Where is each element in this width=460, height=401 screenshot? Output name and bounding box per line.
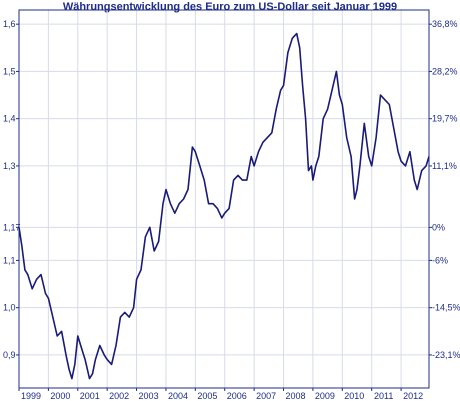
eur-usd-series-line <box>18 32 430 380</box>
plot-frame <box>18 9 430 389</box>
x-tick-label: 2000 <box>50 391 70 401</box>
axis-layer: 1999 2000 2001 2002 2003 2004 2005 2006 2007 2008… <box>3 19 460 401</box>
y-right-tick-label: 0% <box>432 222 445 232</box>
y-left-tick-label: 1,4 <box>3 114 16 124</box>
x-tick-label: 2011 <box>374 391 393 401</box>
y-left-tick-label: 1,3 <box>3 161 16 171</box>
series-layer <box>18 32 430 380</box>
x-tick-label: 2005 <box>197 391 217 401</box>
x-tick-label: 2002 <box>109 391 129 401</box>
x-tick-label: 1999 <box>21 391 41 401</box>
y-left-tick-label: 1,17 <box>3 222 21 232</box>
x-tick-label: 2010 <box>344 391 364 401</box>
y-left-tick-label: 0,9 <box>3 350 16 360</box>
y-right-tick-label: 36,8% <box>432 19 458 29</box>
x-tick-label: 2012 <box>403 391 423 401</box>
y-left-tick-label: 1,0 <box>3 303 16 313</box>
y-right-tick-label: 19,7% <box>432 114 458 124</box>
x-tick-label: 2003 <box>139 391 159 401</box>
grid-layer <box>19 10 429 388</box>
y-left-tick-label: 1,1 <box>3 255 16 265</box>
x-tick-label: 2008 <box>286 391 306 401</box>
y-left-tick-label: 1,5 <box>3 66 16 76</box>
y-right-tick-label: 28,2% <box>432 66 458 76</box>
x-tick-label: 2006 <box>227 391 247 401</box>
y-right-tick-label: 11,1% <box>432 161 457 171</box>
x-tick-label: 2007 <box>256 391 276 401</box>
x-tick-label: 2009 <box>315 391 335 401</box>
y-right-tick-label: -23,1% <box>432 350 460 360</box>
y-right-tick-label: -6% <box>432 255 448 265</box>
x-tick-label: 2004 <box>168 391 188 401</box>
x-tick-label: 2001 <box>80 391 100 401</box>
y-right-tick-label: -14,5% <box>432 303 460 313</box>
y-left-tick-label: 1,6 <box>3 19 16 29</box>
